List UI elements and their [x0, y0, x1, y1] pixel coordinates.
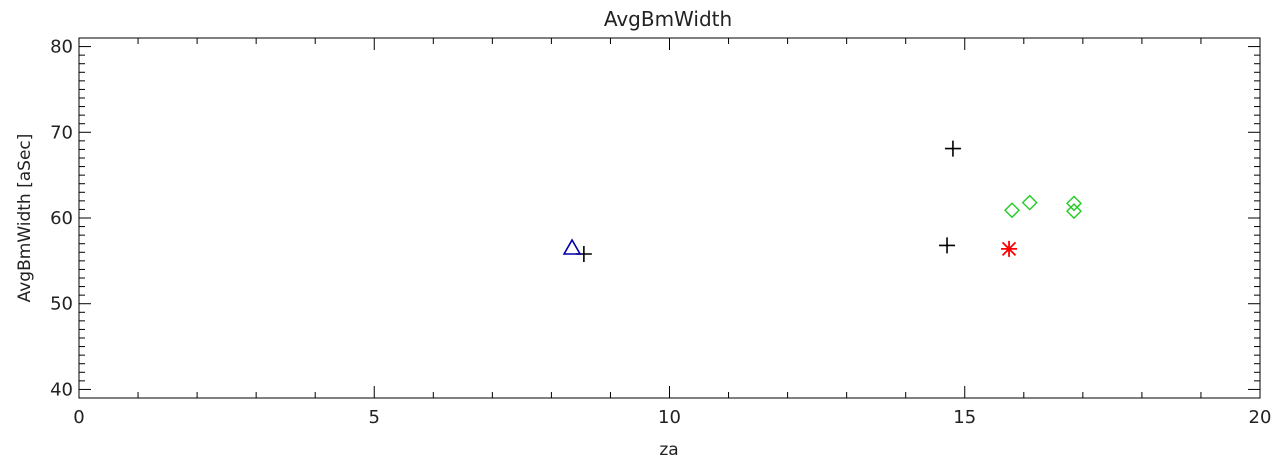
diamond-marker	[1021, 194, 1038, 211]
y-tick-label: 60	[50, 208, 73, 229]
y-tick-labels: 40 50 60 70 80	[50, 37, 73, 401]
y-tick-label: 80	[50, 37, 73, 58]
axis-ticks	[78, 37, 1261, 399]
plus-marker	[939, 237, 956, 254]
x-tick-label: 20	[1249, 407, 1272, 428]
x-axis-label: za	[659, 440, 678, 460]
chart-title: AvgBmWidth	[604, 7, 732, 31]
x-tick-label: 5	[369, 407, 380, 428]
diamond-marker	[1004, 202, 1020, 219]
x-tick-label: 10	[658, 407, 681, 428]
diamond-marker	[1066, 203, 1082, 220]
diamond-marker	[1066, 195, 1082, 212]
x-tick-label: 15	[953, 407, 976, 428]
data-points	[562, 140, 1082, 262]
x-tick-labels: 0 5 10 15 20	[73, 407, 1271, 428]
y-tick-label: 40	[50, 379, 73, 400]
plus-marker	[944, 140, 961, 157]
triangle-marker	[562, 238, 582, 255]
plot-frame	[78, 37, 1261, 399]
asterisk-marker	[1001, 240, 1018, 257]
y-tick-label: 70	[50, 122, 73, 143]
y-tick-label: 50	[50, 294, 73, 315]
y-axis-label: AvgBmWidth [aSec]	[15, 134, 35, 303]
x-tick-label: 0	[73, 407, 84, 428]
